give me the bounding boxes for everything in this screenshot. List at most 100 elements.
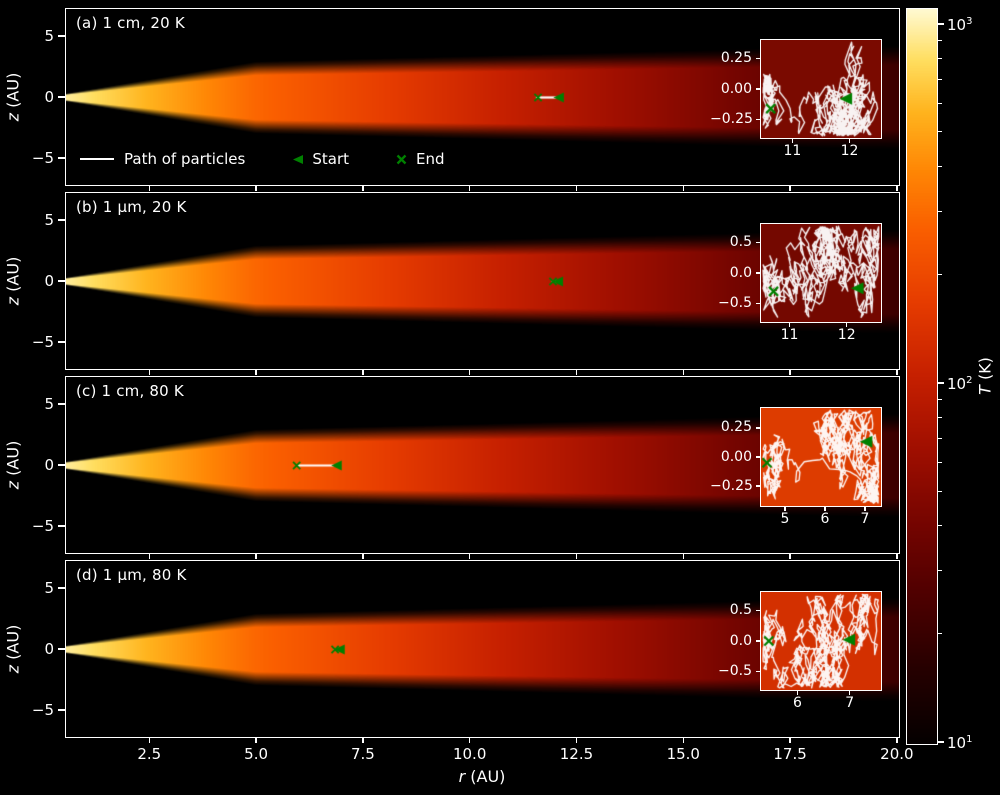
inset-y-tick-label: 0.00 [720,80,752,97]
legend-label: Start [312,150,349,168]
inset-x-tick [791,139,794,143]
x-tick [255,370,257,375]
x-tick [255,554,257,559]
x-tick [468,186,471,191]
inset [760,223,882,323]
y-tick-label: 5 [44,210,54,229]
x-tick-label: 7.5 [350,745,375,763]
inset-y-tick [756,272,760,274]
x-tick [682,370,685,375]
y-axis-label: z (AU) [4,441,23,490]
inset-y-tick-label: 0.25 [720,49,752,66]
colorbar-minor-tick [938,58,942,60]
inset-x-tick-label: 6 [820,511,830,527]
inset-y-tick [756,118,760,121]
colorbar-minor-tick [938,570,942,572]
y-tick [58,648,65,650]
legend-item-end: End [395,150,445,168]
x-tick [896,738,898,743]
y-tick-label: −5 [31,701,54,720]
panel-d: (d) 1 μm, 80 K 6 7 0.5 0.0 −0.5 [65,560,900,738]
inset-x-tick-label: 7 [845,695,855,711]
colorbar-label: T (K) [976,357,995,395]
inset-x-tick-label: 12 [837,327,856,343]
inset-y-tick-label: 0.00 [720,448,752,465]
legend: Path of particles Start End [80,147,491,171]
start-triangle-icon [293,154,304,164]
colorbar-minor-tick [938,78,942,80]
inset-y-tick [756,609,760,612]
colorbar-minor-tick [938,274,942,276]
colorbar-tick-exponent: 2 [966,374,973,386]
x-tick [148,554,151,559]
x-tick [255,738,257,743]
inset-y-tick [756,57,760,60]
colorbar-minor-tick [938,490,942,492]
panel-title: (b) 1 μm, 20 K [76,198,187,216]
inset-y-tick [756,88,760,90]
y-tick [58,157,65,159]
inset-x-tick [784,507,786,511]
panel-title: (d) 1 μm, 80 K [76,566,187,584]
y-tick-label: 0 [44,456,54,474]
x-tick [789,370,791,375]
colorbar-minor-tick [938,131,942,133]
y-tick [58,280,65,282]
inset-x-tick [796,691,799,695]
y-tick [58,96,65,98]
y-tick [58,35,65,37]
legend-label: End [416,150,445,168]
colorbar-minor-tick [938,398,942,400]
inset-y-tick [756,640,760,642]
x-tick-label: 20.0 [880,745,914,763]
axis-unit: (AU) [3,72,23,113]
inset-path-canvas [761,224,881,322]
y-tick [58,709,65,711]
inset-y-tick [756,485,760,487]
colorbar-tick-base: 10 [947,15,967,34]
x-tick [789,738,791,743]
colorbar-tick-base: 10 [947,734,967,752]
y-tick-label: 0 [44,272,54,290]
inset-x-tick-label: 5 [780,511,790,527]
inset-x-tick-label: 7 [860,511,870,527]
axis-unit: (AU) [3,440,23,481]
inset-y-tick-label: 0.5 [729,233,752,250]
axis-unit: (K) [975,357,995,386]
x-tick [362,738,364,743]
inset-y-tick [756,670,760,673]
inset-x-tick-label: 6 [793,695,802,711]
y-tick [58,219,65,221]
colorbar-tick-exponent: 3 [966,15,973,27]
inset [760,407,882,507]
colorbar-minor-tick [938,633,942,635]
y-tick [58,464,65,466]
colorbar-major-tick [938,382,944,384]
inset-x-tick-label: 12 [840,143,859,159]
legend-item-start: Start [291,150,349,168]
panel-title: (a) 1 cm, 20 K [76,14,185,32]
colorbar-minor-tick [938,103,942,105]
y-tick-label: −5 [31,149,54,168]
y-tick-label: 5 [44,394,54,413]
panel-title: (c) 1 cm, 80 K [76,382,184,400]
colorbar-minor-tick [938,39,942,41]
inset [760,591,882,691]
inset-x-tick [845,323,848,327]
x-tick [682,554,685,559]
colorbar-minor-tick [938,462,942,464]
inset-path-canvas [761,40,881,138]
colorbar-minor-tick [938,166,942,168]
colorbar-tick-base: 10 [947,374,967,393]
inset-y-tick [756,427,760,429]
x-tick [575,738,578,743]
x-tick [896,554,898,559]
inset-x-tick-label: 11 [783,143,802,159]
inset-y-tick-label: −0.5 [718,295,752,312]
inset-y-tick-label: −0.5 [718,663,752,680]
colorbar-minor-tick [938,211,942,213]
x-tick [575,554,578,559]
axis-variable: z [3,480,23,490]
x-tick [575,370,578,375]
